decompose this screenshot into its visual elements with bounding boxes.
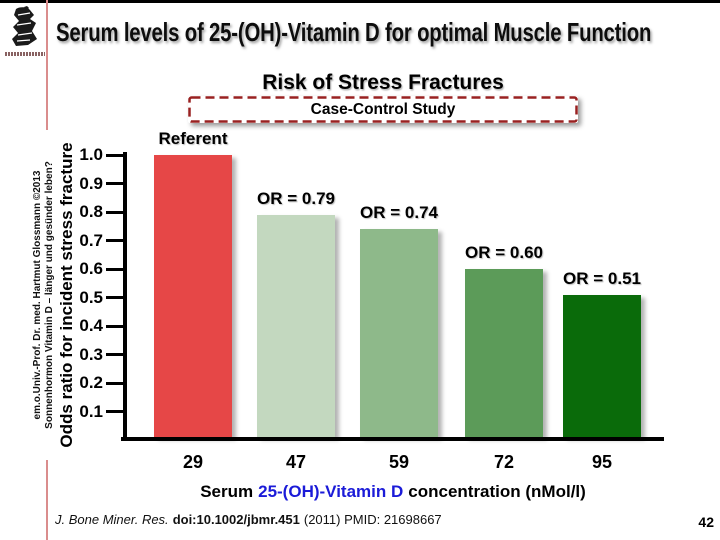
chart-title: Risk of Stress Fractures bbox=[262, 71, 504, 94]
y-tick bbox=[106, 353, 123, 356]
y-tick-label: 0.1 bbox=[79, 401, 103, 421]
bar bbox=[257, 214, 335, 437]
y-tick-label: 0.5 bbox=[79, 287, 103, 307]
footer-citation: J. Bone Miner. Res. doi:10.1002/jbmr.451(… bbox=[55, 512, 442, 527]
slide-title: Serum levels of 25-(OH)-Vitamin D for op… bbox=[56, 17, 652, 47]
y-axis-line bbox=[123, 152, 127, 441]
logo-caption bbox=[5, 52, 45, 56]
bar-label: OR = 0.74 bbox=[360, 203, 438, 223]
y-tick bbox=[106, 153, 123, 157]
bar bbox=[360, 229, 438, 437]
journal-name: J. Bone Miner. Res. bbox=[55, 512, 169, 527]
top-border bbox=[0, 0, 720, 3]
bar-label: Referent bbox=[158, 129, 228, 148]
y-tick bbox=[106, 296, 123, 299]
category-label: 29 bbox=[182, 452, 204, 472]
bar bbox=[563, 294, 641, 437]
y-tick bbox=[106, 381, 123, 385]
x-axis-line bbox=[121, 437, 664, 441]
bar-label: OR = 0.79 bbox=[257, 188, 335, 208]
y-tick bbox=[106, 267, 123, 271]
y-tick-label: 0.6 bbox=[79, 259, 103, 278]
category-label: 59 bbox=[388, 452, 410, 472]
page-number: 42 bbox=[698, 514, 714, 530]
y-tick-label: 0.9 bbox=[79, 173, 103, 193]
x-axis-title-prefix: Serum bbox=[200, 482, 254, 501]
y-tick-label: 0.2 bbox=[79, 373, 103, 392]
x-axis-title-suffix: concentration (nMol/l) bbox=[408, 482, 586, 501]
case-control-label: Case-Control Study bbox=[310, 101, 456, 118]
bar-label: OR = 0.51 bbox=[563, 268, 641, 288]
y-tick-label: 0.8 bbox=[79, 202, 103, 221]
vitamin-d-highlight: 25-(OH)-Vitamin D bbox=[258, 482, 404, 501]
case-control-border bbox=[188, 96, 578, 123]
citation-rest: (2011) PMID: 21698667 bbox=[303, 512, 442, 527]
y-tick-label: 0.4 bbox=[79, 316, 103, 335]
bar-label: OR = 0.60 bbox=[465, 243, 543, 262]
case-control-box: Case-Control Study bbox=[188, 96, 578, 123]
category-label: 47 bbox=[285, 452, 307, 472]
y-tick-label: 1.0 bbox=[79, 145, 103, 164]
bar bbox=[154, 155, 232, 437]
category-label: 95 bbox=[591, 452, 613, 472]
bar bbox=[465, 269, 543, 437]
y-tick bbox=[106, 182, 123, 185]
y-tick-label: 0.3 bbox=[79, 344, 103, 364]
y-tick bbox=[106, 239, 123, 242]
y-tick-label: 0.7 bbox=[79, 230, 103, 250]
crest-logo-icon bbox=[6, 5, 44, 51]
y-tick bbox=[106, 210, 123, 214]
y-tick bbox=[106, 410, 123, 413]
y-tick bbox=[106, 324, 123, 328]
category-label: 72 bbox=[493, 452, 515, 472]
doi-text: doi:10.1002/jbmr.451 bbox=[172, 512, 300, 527]
